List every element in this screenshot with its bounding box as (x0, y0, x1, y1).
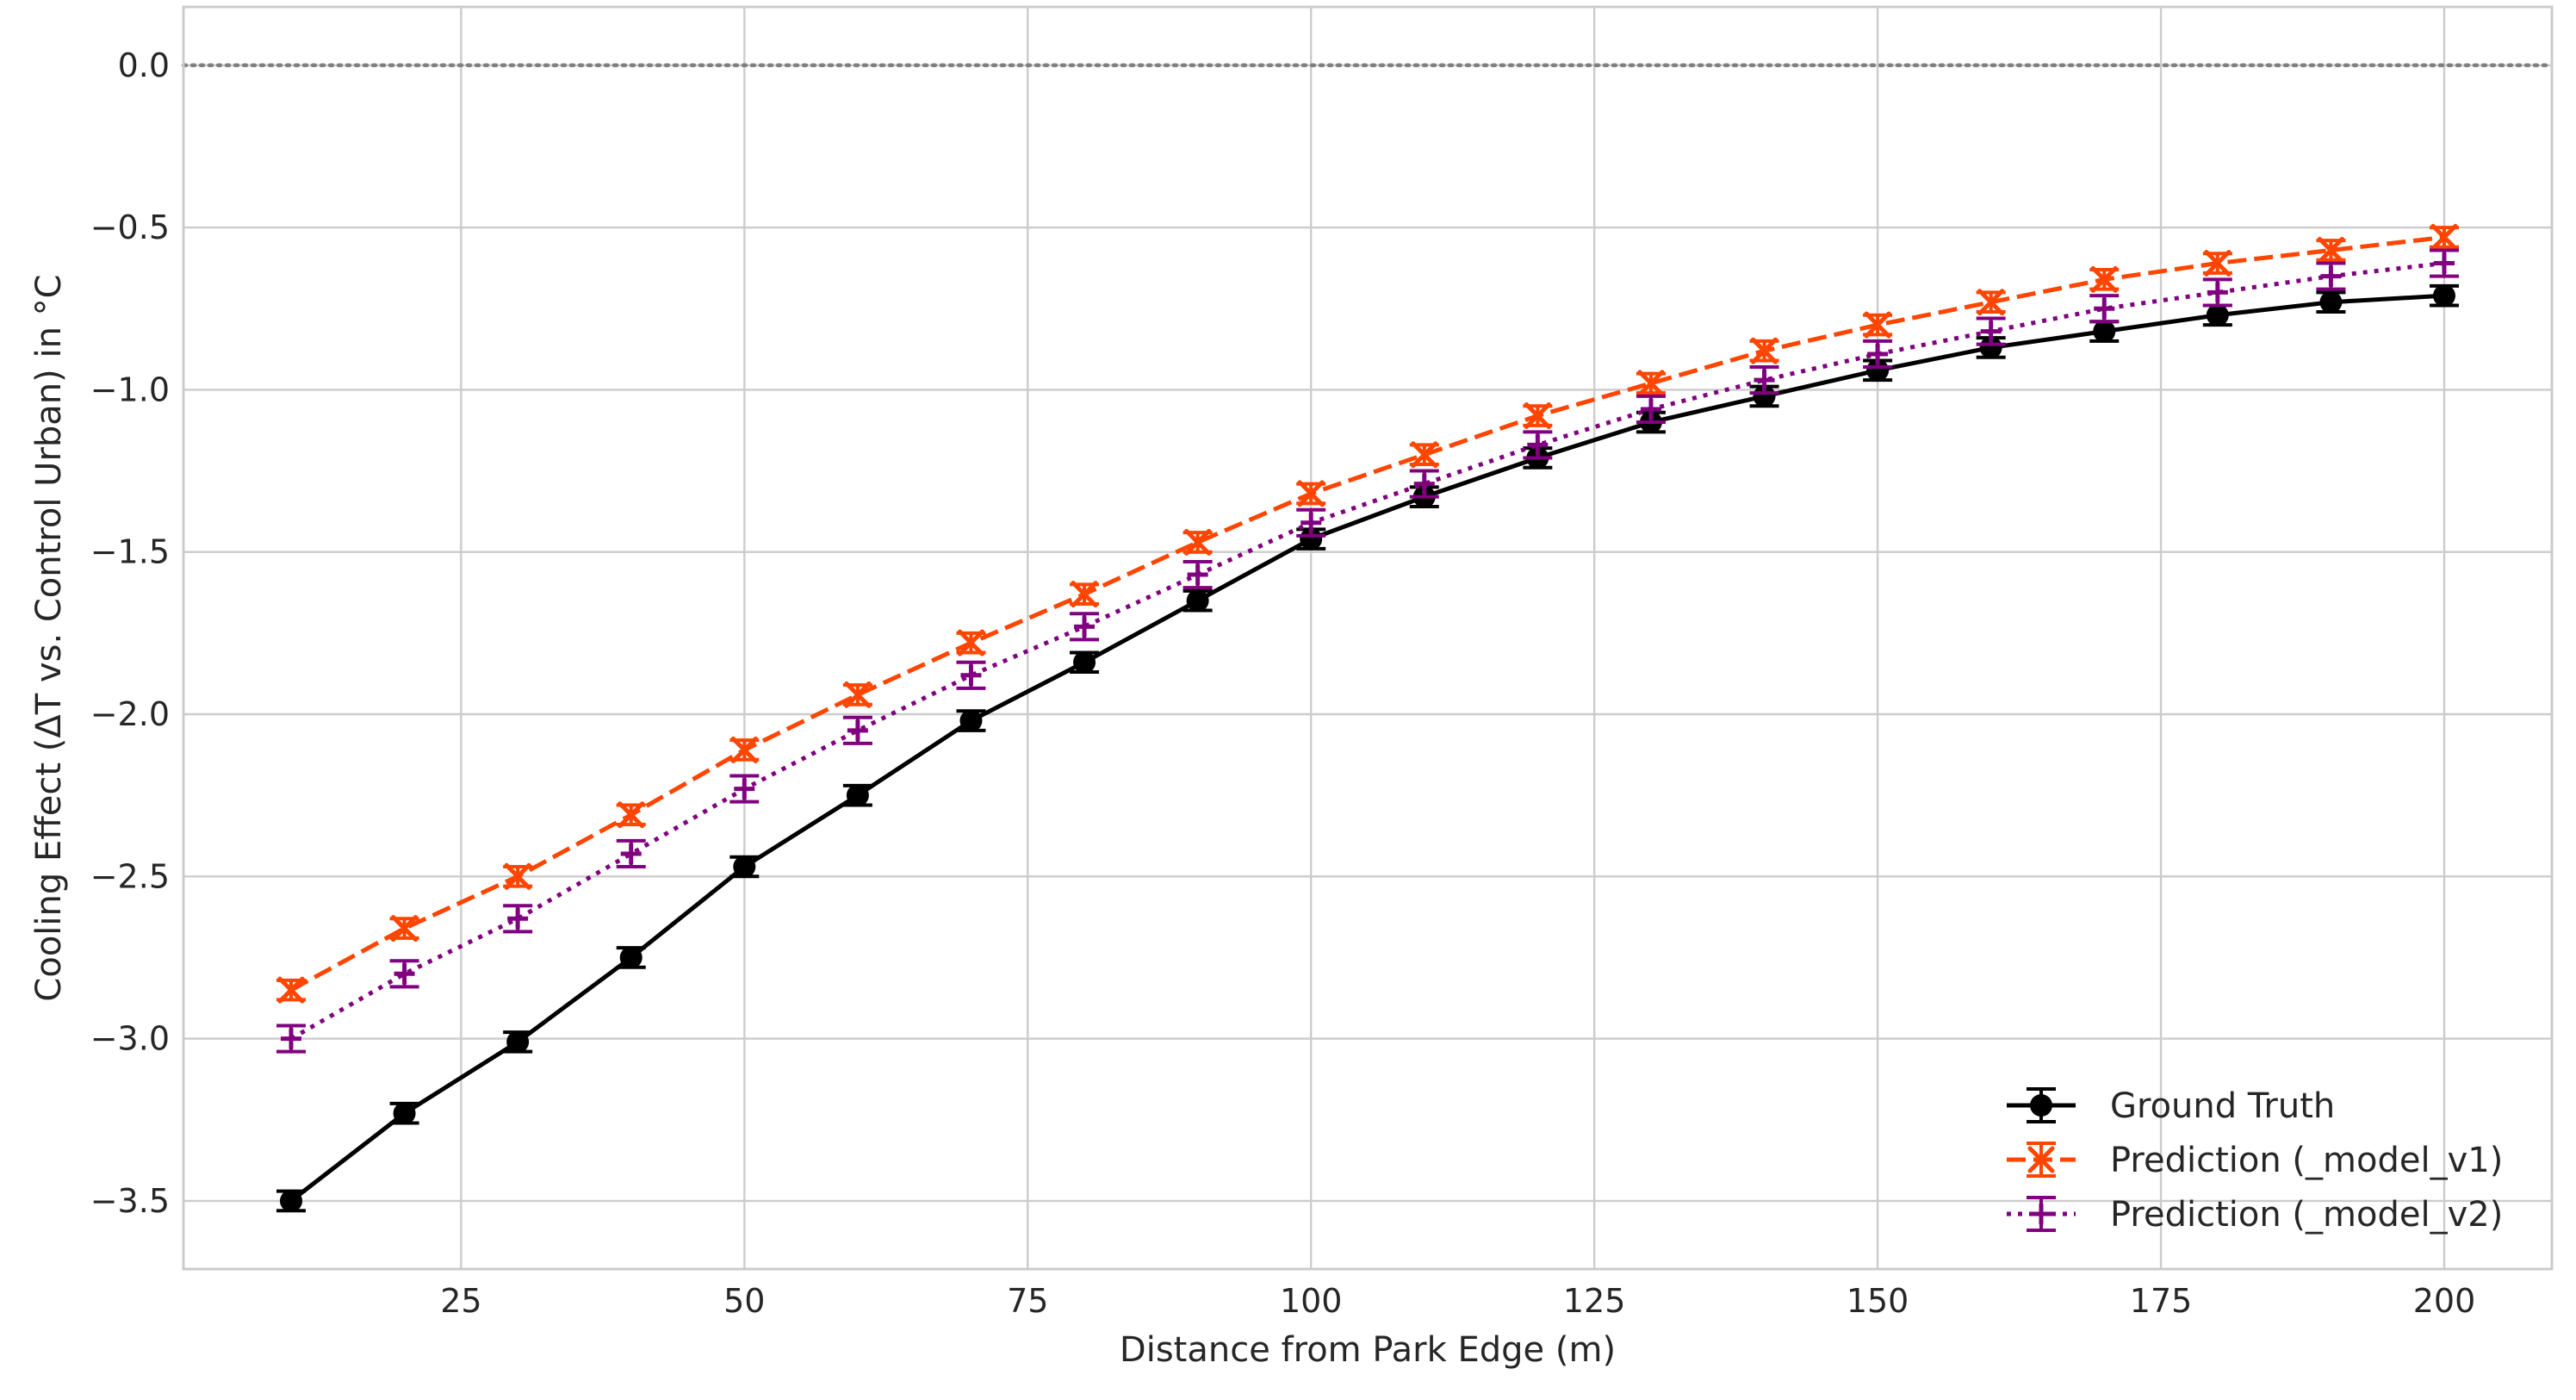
x-tick-label: 75 (1007, 1282, 1048, 1320)
data-point-marker (1300, 527, 1323, 551)
data-point-marker (1754, 370, 1775, 391)
data-point-marker (2030, 1094, 2052, 1117)
y-tick-label: −3.0 (90, 1020, 170, 1058)
data-point-marker (1866, 358, 1890, 382)
x-tick-label: 125 (1563, 1282, 1626, 1320)
data-point-marker (1751, 337, 1778, 364)
data-point-marker (2433, 284, 2455, 308)
data-point-marker (2027, 1146, 2055, 1173)
y-tick-label: −0.5 (90, 208, 170, 246)
data-point-marker (730, 736, 758, 763)
data-point-marker (847, 719, 868, 741)
x-tick-label: 50 (723, 1282, 765, 1320)
series-layer (276, 223, 2459, 1213)
series-line (289, 234, 2445, 992)
data-point-marker (1297, 480, 1325, 507)
legend-item: Ground Truth (2007, 1086, 2335, 1126)
x-axis-label: Distance from Park Edge (m) (1120, 1330, 1616, 1370)
y-axis-ticks: 0.0 −0.5 −1.0 −1.5 −2.0 −2.5 −3.0 −3.5 (90, 47, 170, 1220)
data-point-marker (2094, 298, 2115, 320)
data-point-marker (2430, 223, 2458, 251)
data-point-marker (1187, 564, 1208, 586)
series-3 (276, 248, 2459, 1054)
data-point-marker (1864, 311, 1891, 339)
data-point-marker (846, 784, 869, 807)
data-point-marker (2320, 265, 2342, 287)
data-point-marker (2317, 236, 2344, 264)
x-axis-ticks: 25 50 75 100 125 150 175 200 (440, 1282, 2475, 1320)
y-tick-label: −3.5 (90, 1182, 170, 1220)
legend-item: Prediction (_model_v2) (2007, 1195, 2503, 1235)
data-point-marker (1980, 320, 2002, 342)
x-tick-label: 150 (1847, 1282, 1909, 1320)
x-tick-label: 200 (2413, 1282, 2476, 1320)
data-point-marker (1524, 402, 1551, 430)
data-point-marker (2206, 303, 2229, 327)
data-point-marker (506, 1030, 530, 1054)
data-point-marker (619, 946, 642, 969)
data-point-marker (1300, 512, 1322, 533)
data-point-marker (1411, 441, 1438, 469)
y-axis-label: Cooling Effect (ΔT vs. Control Urban) in… (29, 274, 69, 1001)
y-tick-label: −2.5 (90, 857, 170, 895)
data-point-marker (1527, 434, 1549, 456)
data-point-marker (1640, 398, 1661, 420)
data-point-marker (844, 681, 872, 708)
data-point-marker (2093, 320, 2116, 343)
data-point-marker (957, 629, 984, 656)
data-point-marker (1074, 616, 1096, 638)
series-2 (276, 223, 2459, 1004)
y-tick-label: −1.0 (90, 370, 170, 408)
data-point-marker (1071, 581, 1098, 608)
data-point-marker (734, 778, 755, 800)
data-point-marker (733, 856, 756, 879)
data-point-marker (2090, 265, 2118, 293)
series-line (289, 293, 2445, 1203)
legend-label: Prediction (_model_v1) (2110, 1141, 2503, 1180)
legend-item: Prediction (_model_v1) (2007, 1141, 2503, 1180)
y-tick-label: −1.5 (90, 533, 170, 571)
legend-label: Ground Truth (2110, 1086, 2335, 1126)
data-point-marker (1979, 336, 2002, 359)
data-point-marker (277, 976, 305, 1004)
data-point-marker (1753, 384, 1776, 408)
data-point-marker (394, 963, 415, 985)
data-point-marker (2207, 282, 2228, 303)
y-tick-label: −2.0 (90, 695, 170, 733)
x-tick-label: 25 (440, 1282, 481, 1320)
data-point-marker (1073, 650, 1096, 674)
data-point-marker (1977, 289, 2005, 316)
grid (183, 7, 2552, 1269)
data-point-marker (391, 915, 419, 943)
plot-frame (182, 5, 2554, 1271)
data-point-marker (2434, 252, 2455, 274)
legend-label: Prediction (_model_v2) (2110, 1195, 2503, 1235)
data-point-marker (2204, 250, 2231, 277)
data-point-marker (620, 843, 642, 864)
data-point-marker (280, 1189, 302, 1212)
data-point-marker (2319, 290, 2343, 314)
legend: Ground Truth Prediction (_model_v1) Predic… (2007, 1086, 2503, 1235)
data-point-marker (1184, 528, 1212, 556)
x-tick-label: 175 (2130, 1282, 2193, 1320)
data-point-marker (2031, 1204, 2051, 1224)
data-point-marker (959, 709, 983, 732)
data-point-marker (1867, 343, 1889, 364)
data-point-marker (281, 1028, 301, 1049)
data-point-marker (960, 664, 982, 686)
data-point-marker (618, 801, 645, 829)
y-tick-label: 0.0 (118, 47, 170, 84)
data-point-marker (504, 862, 531, 890)
x-tick-label: 100 (1280, 1282, 1343, 1320)
data-point-marker (1413, 473, 1435, 495)
data-point-marker (1186, 589, 1209, 613)
data-point-marker (393, 1102, 416, 1125)
data-point-marker (507, 908, 529, 930)
data-point-marker (1637, 370, 1665, 397)
